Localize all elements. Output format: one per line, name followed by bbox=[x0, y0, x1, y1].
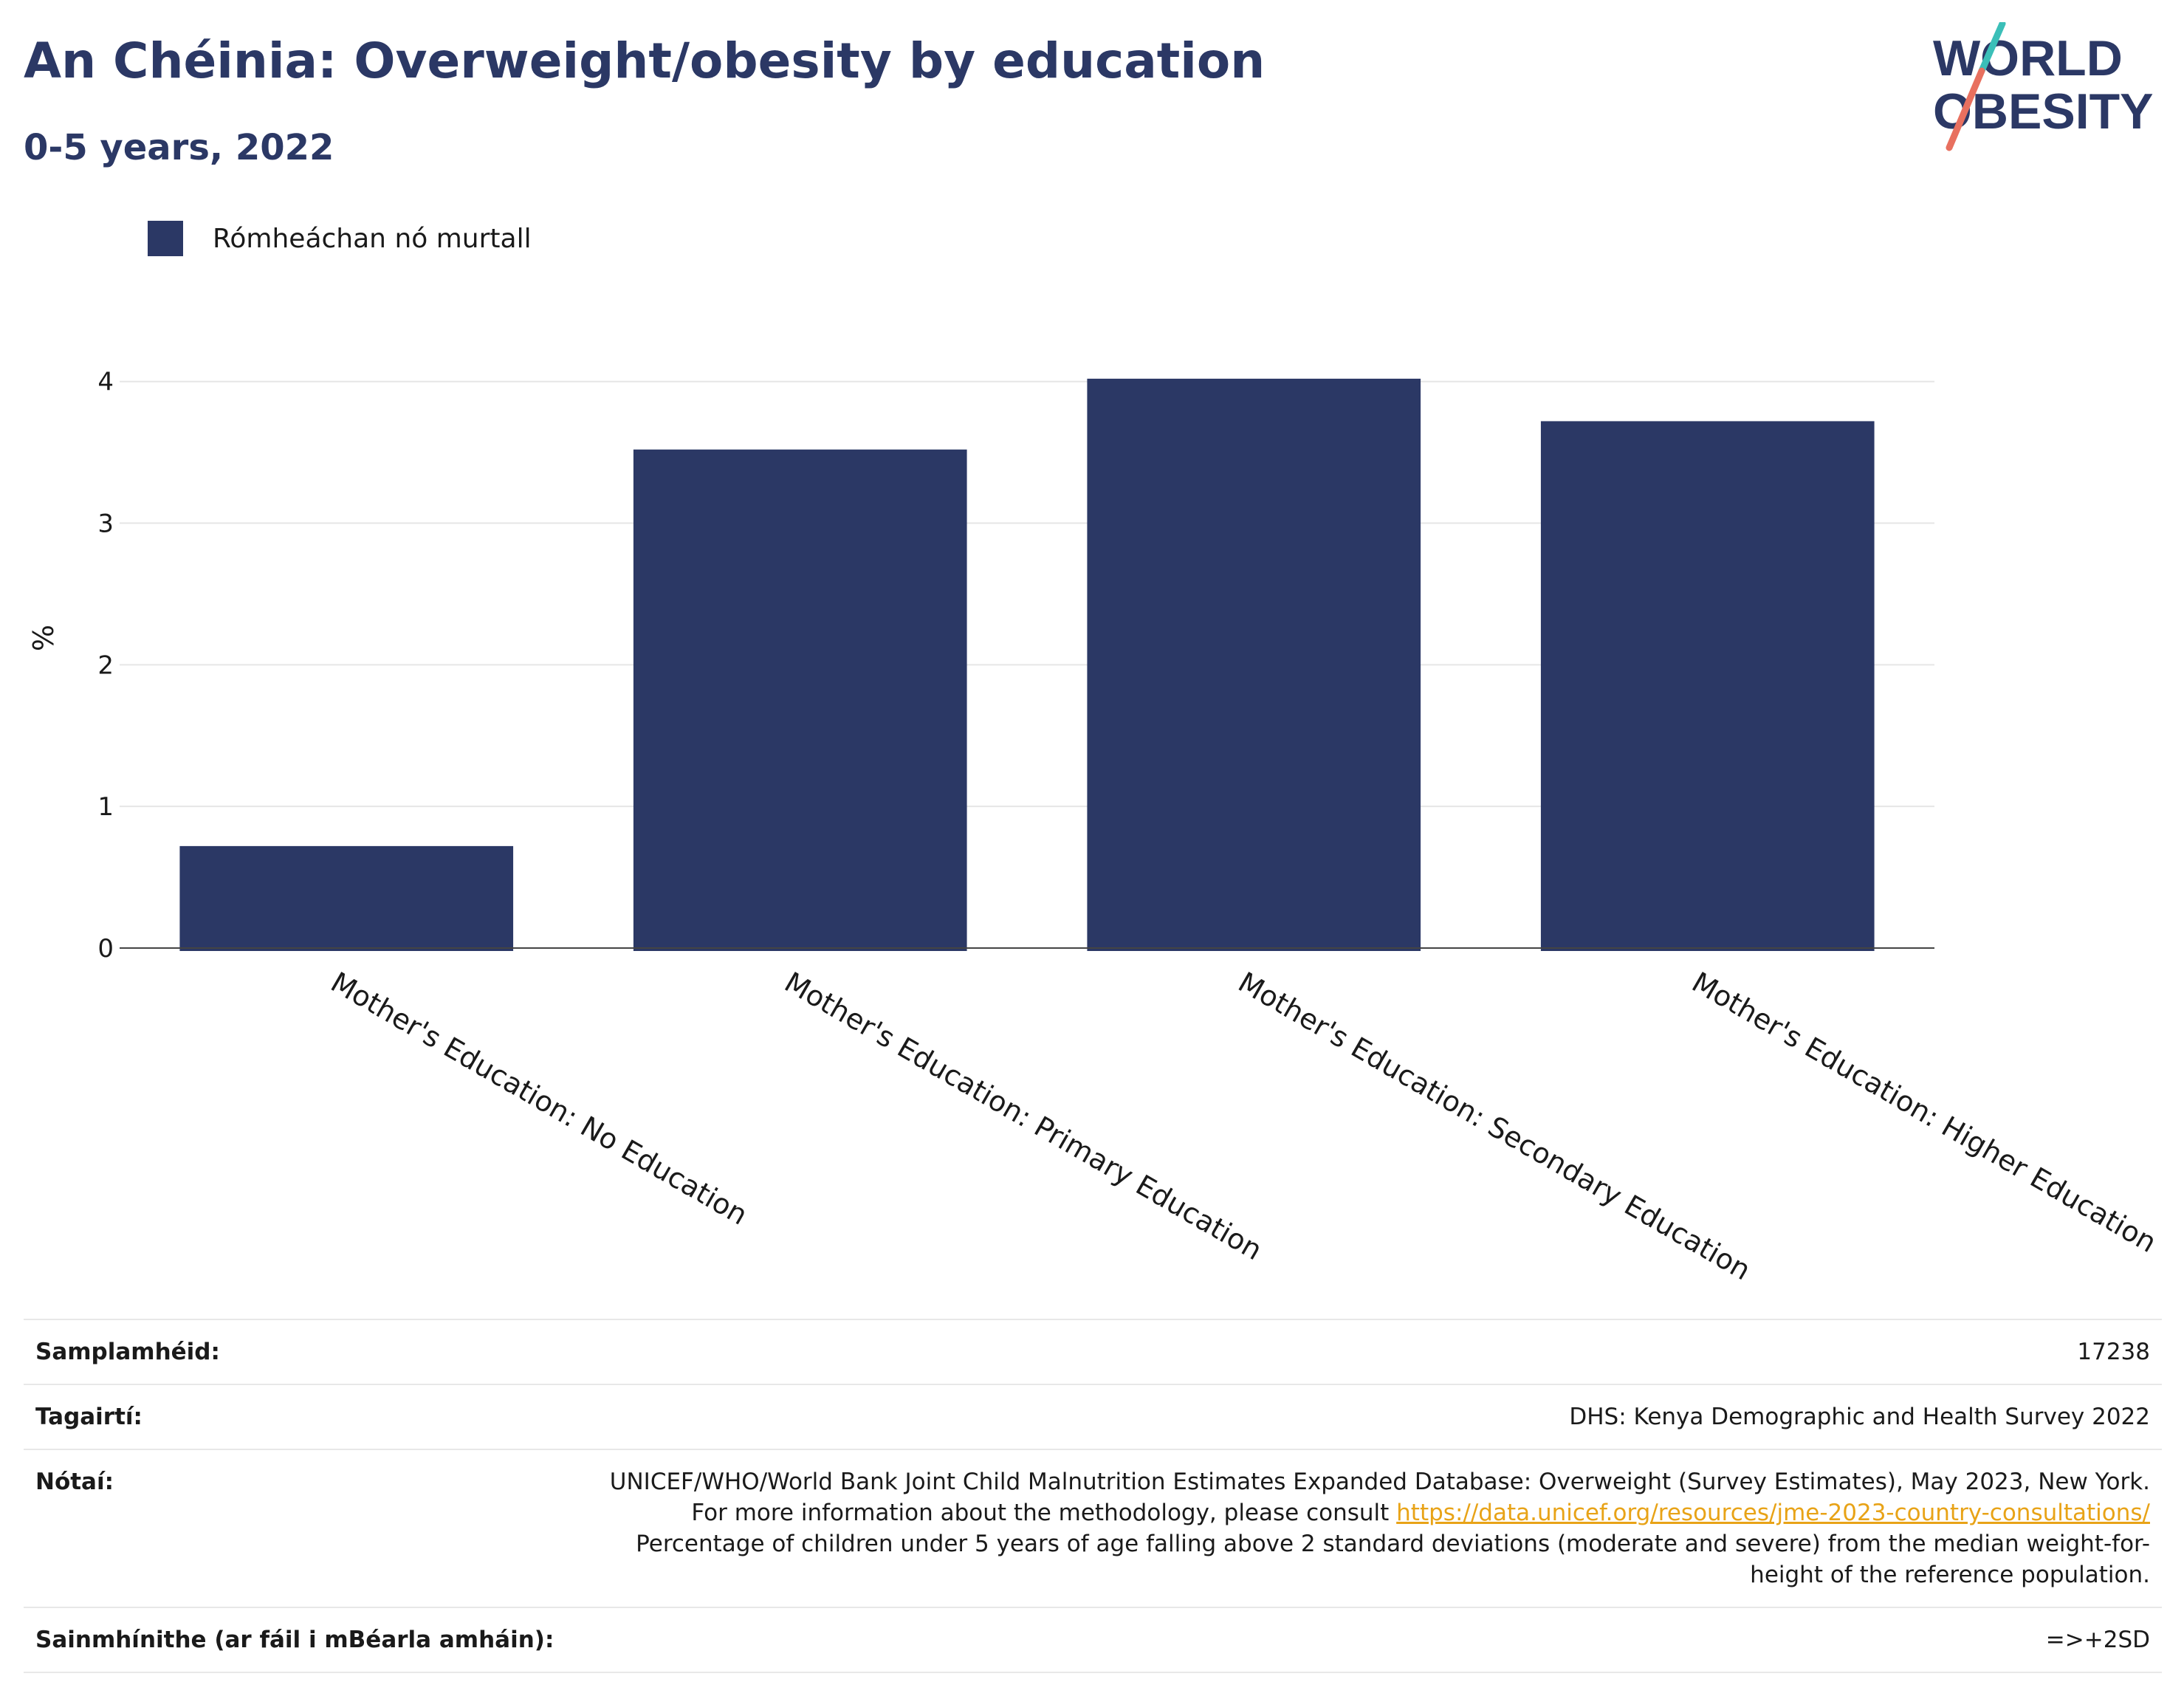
chart-legend: Rómheáchan nó murtall bbox=[148, 220, 532, 257]
sample-size-value: 17238 bbox=[2077, 1339, 2150, 1365]
x-tick-label: Mother's Education: No Education bbox=[326, 966, 753, 1232]
notes-label: Nótaí: bbox=[35, 1469, 114, 1495]
notes-definition-text: Percentage of children under 5 years of … bbox=[636, 1531, 2150, 1588]
bar bbox=[1087, 378, 1421, 951]
sample-size-label: Samplamhéid: bbox=[35, 1339, 220, 1365]
x-tick-label: Mother's Education: Higher Education bbox=[1686, 966, 2162, 1259]
definitions-value: =>+2SD bbox=[2045, 1627, 2150, 1653]
chart-subtitle: 0-5 years, 2022 bbox=[24, 127, 334, 168]
legend-swatch bbox=[148, 221, 183, 256]
x-tick-labels: Mother's Education: No Education Mother's… bbox=[326, 966, 2162, 1287]
info-row-notes: Nótaí: UNICEF/WHO/World Bank Joint Child… bbox=[24, 1450, 2162, 1608]
definitions-label: Sainmhínithe (ar fáil i mBéarla amháin): bbox=[35, 1627, 554, 1653]
logo-slash-coral bbox=[1946, 67, 1985, 151]
y-axis-title: % bbox=[27, 625, 60, 651]
bars bbox=[179, 378, 1875, 951]
world-obesity-logo: WORLD OBESITY bbox=[1933, 22, 2154, 151]
info-table: Samplamhéid: 17238 Tagairtí: DHS: Kenya … bbox=[24, 1319, 2162, 1673]
notes-link[interactable]: https://data.unicef.org/resources/jme-20… bbox=[1396, 1500, 2150, 1526]
references-value: DHS: Kenya Demographic and Health Survey… bbox=[1569, 1404, 2150, 1430]
y-tick-label: 2 bbox=[97, 650, 114, 680]
y-tick-label: 3 bbox=[97, 509, 114, 539]
info-row-definitions: Sainmhínithe (ar fáil i mBéarla amháin):… bbox=[24, 1608, 2162, 1673]
y-tick-label: 0 bbox=[97, 934, 114, 964]
bar bbox=[1540, 421, 1875, 951]
notes-value: UNICEF/WHO/World Bank Joint Child Malnut… bbox=[600, 1466, 2150, 1590]
notes-text: UNICEF/WHO/World Bank Joint Child Malnut… bbox=[609, 1469, 2150, 1526]
y-tick-label: 4 bbox=[97, 368, 114, 397]
logo-line1: WORLD bbox=[1933, 30, 2123, 86]
x-tick-label: Mother's Education: Primary Education bbox=[779, 966, 1268, 1266]
y-tick-labels: 0 1 2 3 4 bbox=[97, 368, 114, 964]
bar bbox=[179, 845, 514, 951]
bar bbox=[633, 449, 967, 951]
logo-slash-teal bbox=[1978, 22, 2006, 75]
x-tick-label: Mother's Education: Secondary Education bbox=[1233, 966, 1757, 1287]
info-row-sample: Samplamhéid: 17238 bbox=[24, 1320, 2162, 1385]
y-tick-label: 1 bbox=[97, 792, 114, 822]
references-label: Tagairtí: bbox=[35, 1404, 142, 1430]
info-row-references: Tagairtí: DHS: Kenya Demographic and Hea… bbox=[24, 1385, 2162, 1450]
chart-title: An Chéinia: Overweight/obesity by educat… bbox=[24, 32, 1266, 89]
legend-label: Rómheáchan nó murtall bbox=[213, 223, 532, 254]
